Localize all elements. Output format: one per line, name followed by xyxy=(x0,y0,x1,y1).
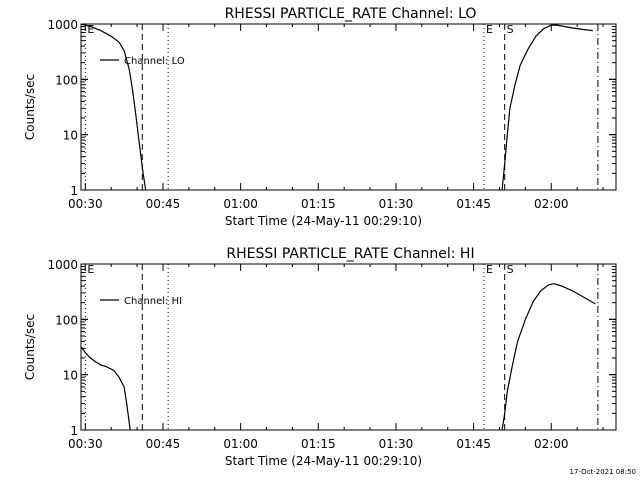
x-tick-label: 01:45 xyxy=(456,197,491,211)
lo-channel-panel: RHESSI PARTICLE_RATE Channel: LO 00:30 00:… xyxy=(23,6,617,228)
plot-frame-lo xyxy=(80,23,617,191)
legend-label-hi: Channel: HI xyxy=(124,296,182,307)
data-line-hi xyxy=(501,283,596,431)
marker-label-e: E xyxy=(87,263,94,276)
x-tick-label: 01:00 xyxy=(223,437,258,451)
x-tick-label: 00:30 xyxy=(68,437,103,451)
y-tick-label: 1 xyxy=(70,184,78,198)
hi-channel-panel: RHESSI PARTICLE_RATE Channel: HI 00:30 00:… xyxy=(23,246,617,468)
y-tick-label: 10 xyxy=(63,129,78,143)
x-tick-label: 02:00 xyxy=(534,437,569,451)
x-tick-label: 01:15 xyxy=(301,197,336,211)
x-axis-label-lo: Start Time (24-May-11 00:29:10) xyxy=(225,214,422,228)
y-tick-label: 10 xyxy=(63,369,78,383)
x-tick-label: 00:45 xyxy=(146,197,181,211)
generated-timestamp: 17-Oct-2021 08:50 xyxy=(570,468,636,476)
marker-label-e: E xyxy=(87,23,94,36)
y-tick-label: 100 xyxy=(55,73,78,87)
x-tick-label: 00:45 xyxy=(146,437,181,451)
marker-label-e: E xyxy=(486,23,493,36)
y-axis-label-lo: Counts/sec xyxy=(23,74,37,140)
x-axis-label-hi: Start Time (24-May-11 00:29:10) xyxy=(225,454,422,468)
chart-title-hi: RHESSI PARTICLE_RATE Channel: HI xyxy=(226,246,474,262)
y-tick-label: 1 xyxy=(70,424,78,438)
y-tick-label: 1000 xyxy=(47,18,78,32)
legend-label-lo: Channel: LO xyxy=(124,56,185,67)
x-tick-label: 01:30 xyxy=(379,437,414,451)
y-tick-label: 100 xyxy=(55,313,78,327)
data-line-lo xyxy=(501,24,593,191)
plot-frame-hi xyxy=(80,263,617,431)
x-tick-label: 01:00 xyxy=(223,197,258,211)
marker-label-s: S xyxy=(507,23,514,36)
x-tick-label: 02:00 xyxy=(534,197,569,211)
x-tick-label: 01:15 xyxy=(301,437,336,451)
y-tick-label: 1000 xyxy=(47,258,78,272)
y-axis-label-hi: Counts/sec xyxy=(23,314,37,380)
marker-label-e: E xyxy=(486,263,493,276)
x-tick-label: 01:45 xyxy=(456,437,491,451)
marker-label-s: S xyxy=(507,263,514,276)
x-tick-label: 00:30 xyxy=(68,197,103,211)
chart-title-lo: RHESSI PARTICLE_RATE Channel: LO xyxy=(225,6,477,22)
x-tick-label: 01:30 xyxy=(379,197,414,211)
data-line-lo xyxy=(80,23,147,191)
data-line-hi xyxy=(80,346,131,431)
